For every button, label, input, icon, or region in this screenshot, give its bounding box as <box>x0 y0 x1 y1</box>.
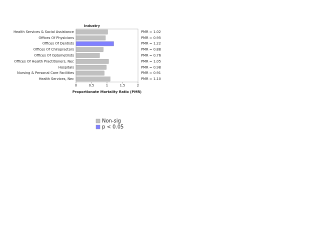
y-tick-label: Offices Of Health Practitioners, Nec <box>14 59 74 63</box>
y-tick-label: Offices Of Chiropractors <box>33 48 74 52</box>
value-label: PMR = 0.98 <box>141 65 161 69</box>
value-label: PMR = 0.95 <box>141 36 161 40</box>
value-label: PMR = 0.91 <box>141 71 161 75</box>
x-tick-label: 0.5 <box>89 84 94 88</box>
bar <box>75 35 106 41</box>
x-tick-label: 2 <box>137 84 139 88</box>
chart-title: Industry <box>84 24 101 28</box>
y-tick-label: Hospitals <box>58 65 74 69</box>
y-tick-label: Offices Of Optometrists <box>34 54 74 58</box>
x-tick-label: 1.5 <box>120 84 125 88</box>
legend-swatch <box>95 118 101 124</box>
bar <box>75 59 109 64</box>
value-label: PMR = 1.22 <box>141 42 161 46</box>
y-tick-label: Offices Of Dentists <box>42 42 74 46</box>
value-label: PMR = 1.10 <box>141 77 161 81</box>
chart: Industry Proportionate Mortality Ratio (… <box>13 24 161 131</box>
y-tick-label: Health Services, Nec <box>39 77 74 81</box>
legend-swatch <box>95 124 101 130</box>
x-tick-label: 1 <box>106 84 108 88</box>
legend-label: p < 0.05 <box>102 125 124 131</box>
bar <box>75 70 105 76</box>
bar <box>75 47 104 52</box>
value-label: PMR = 0.76 <box>141 54 161 58</box>
bar <box>75 53 100 58</box>
bar <box>75 41 114 47</box>
y-tick-label: Nursing & Personal Care Facilities <box>17 71 74 75</box>
bar <box>75 64 107 70</box>
legend-label: Non-sig <box>102 119 121 125</box>
value-label: PMR = 1.05 <box>141 59 161 63</box>
value-label: PMR = 0.88 <box>141 48 161 52</box>
bar <box>75 76 111 82</box>
y-tick-label: Offices Of Physicians <box>39 36 75 40</box>
y-tick-label: Health Services & Social Assistance <box>13 30 74 34</box>
bar <box>75 29 108 35</box>
x-axis-title: Proportionate Mortality Ratio (PMR) <box>72 90 142 94</box>
x-tick-label: 0 <box>75 84 77 88</box>
value-label: PMR = 1.02 <box>141 30 161 34</box>
